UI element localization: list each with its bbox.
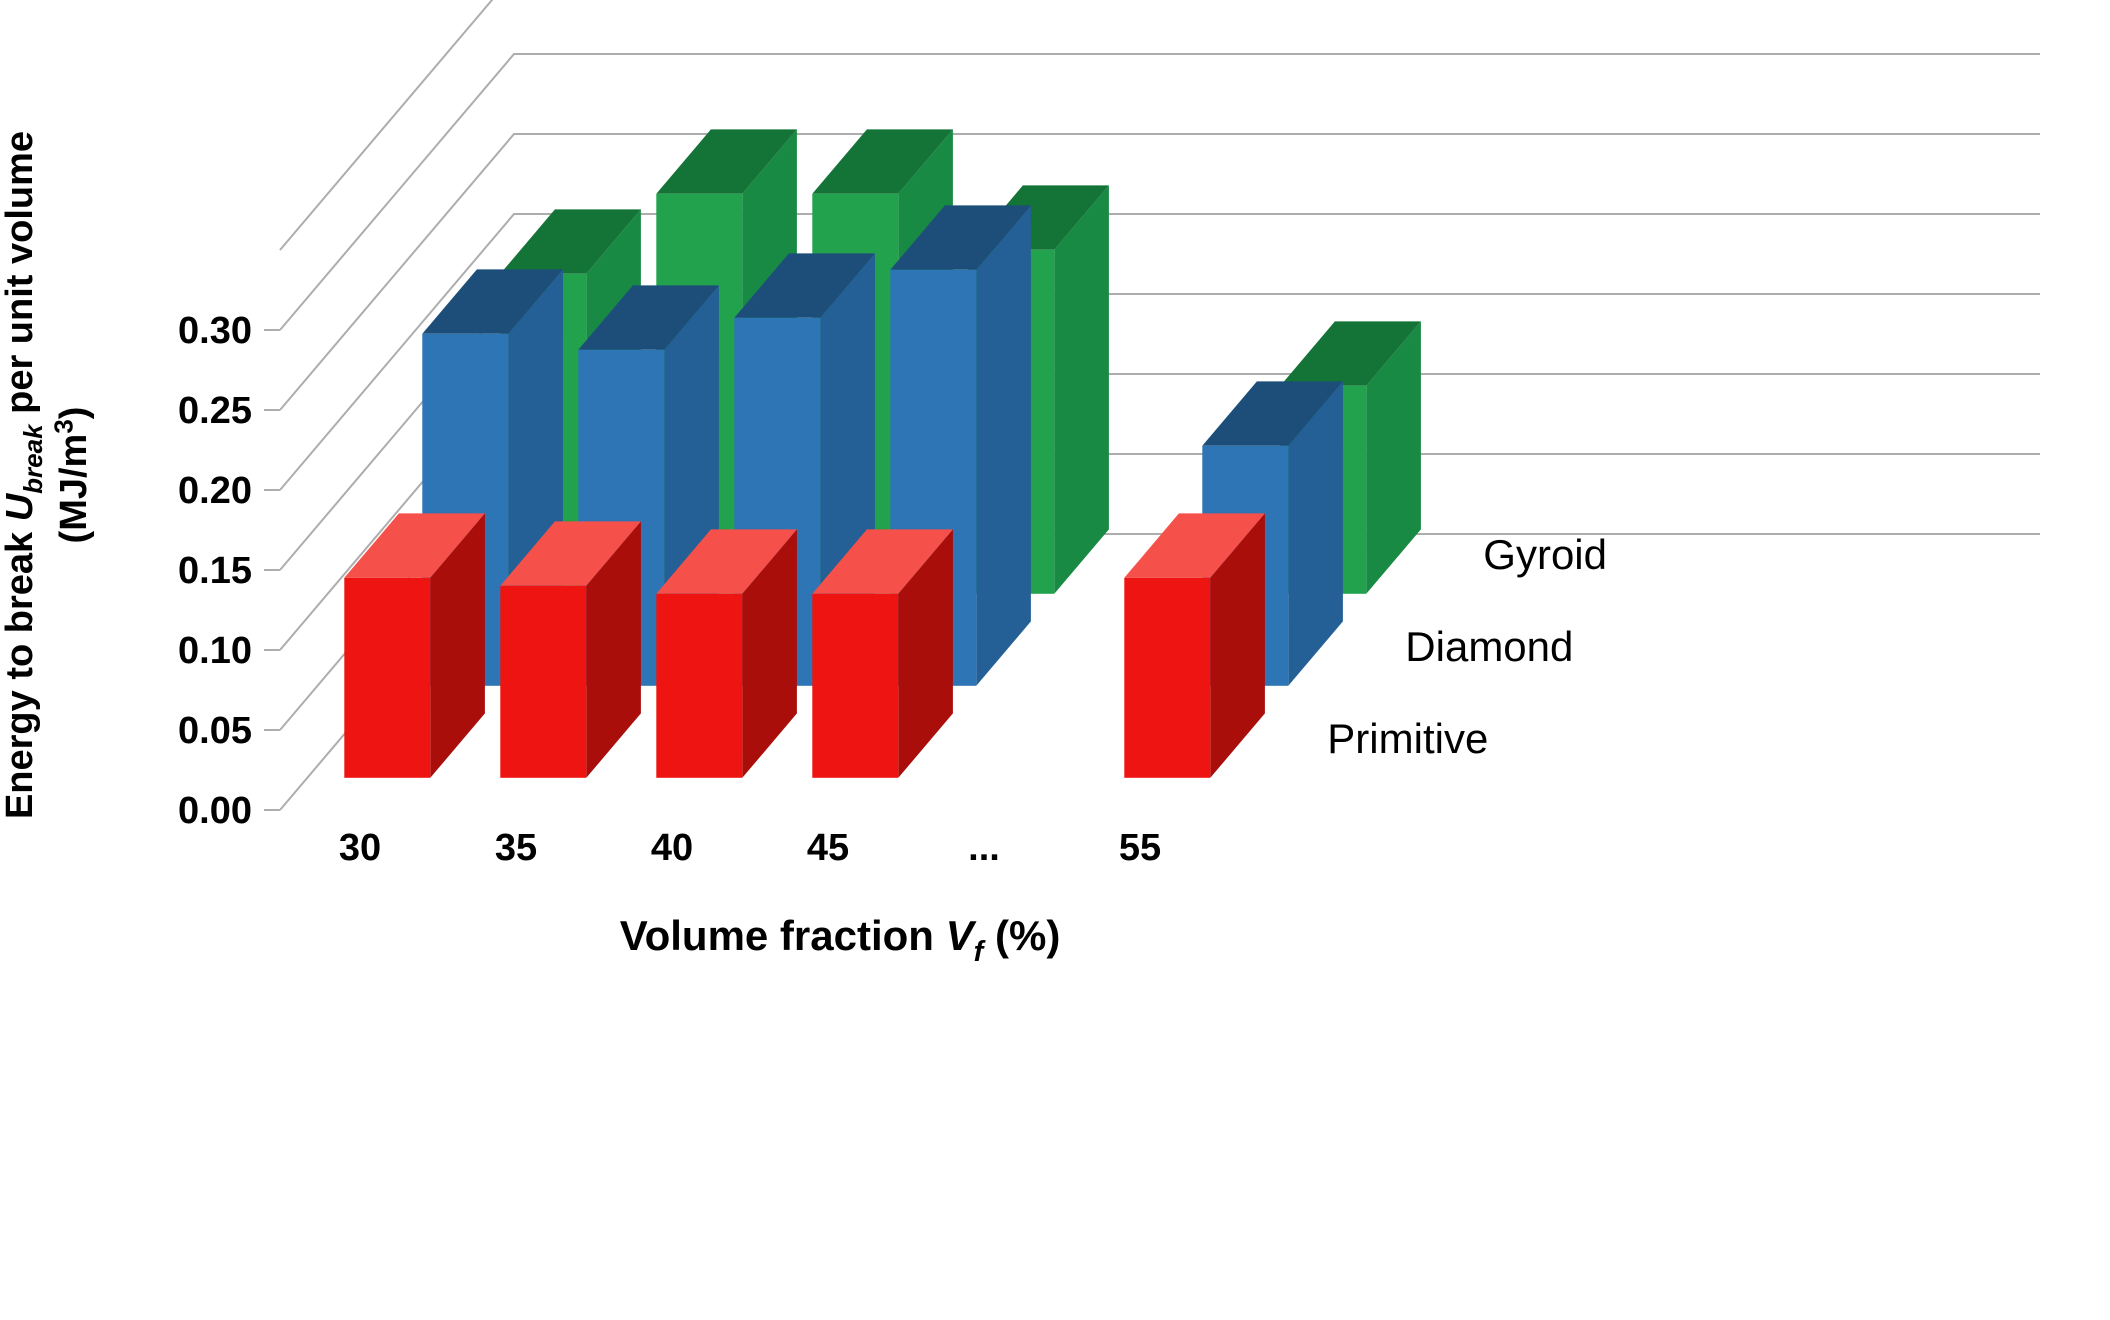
bar-front-face xyxy=(344,577,431,778)
bar-top-face xyxy=(578,285,719,350)
x-tick-label: 40 xyxy=(651,827,693,869)
series-label-gyroid: Gyroid xyxy=(1483,531,1607,578)
bar-primitive-30 xyxy=(344,513,485,778)
x-axis-title: Volume fraction Vf (%) xyxy=(620,912,1061,968)
y-axis: 0.00 0.05 0.10 0.15 0.20 0.25 0.30 xyxy=(178,310,280,832)
bar-side-face xyxy=(976,205,1031,686)
x-tick-label: 55 xyxy=(1119,827,1161,869)
bar-top-face xyxy=(1124,513,1265,578)
gridline xyxy=(279,53,2040,331)
bar-top-face xyxy=(422,269,563,334)
bar-side-face xyxy=(586,521,641,778)
y-axis-title: Energy to break Ubreak per unit volume(M… xyxy=(0,131,95,819)
x-tick-label: 35 xyxy=(495,827,537,869)
bar-front-face xyxy=(500,585,587,778)
y-tick-label: 0.05 xyxy=(178,710,252,752)
bar-side-face xyxy=(1288,381,1343,686)
bar-top-face xyxy=(656,129,797,194)
y-tick-label: 0.10 xyxy=(178,630,252,672)
y-tick-label: 0.20 xyxy=(178,470,252,512)
bar-side-face xyxy=(1210,513,1265,778)
bar-side-face xyxy=(1054,185,1109,594)
bars xyxy=(344,129,1421,778)
x-tick-label: 45 xyxy=(807,827,849,869)
bar-diamond-30 xyxy=(422,269,563,686)
bar-top-face xyxy=(812,129,953,194)
y-axis-title-line1: Energy to break Ubreak per unit volume xyxy=(0,131,48,819)
bar-top-face xyxy=(890,205,1031,270)
series-label-primitive: Primitive xyxy=(1327,715,1488,762)
y-tick-label: 0.00 xyxy=(178,790,252,832)
x-axis: 30 35 40 45... 55 xyxy=(339,827,1161,869)
y-tick-label: 0.15 xyxy=(178,550,252,592)
x-tick-label: 30 xyxy=(339,827,381,869)
gridline xyxy=(279,213,2040,491)
bar-primitive-55 xyxy=(1124,513,1265,778)
x-tick-label: ... xyxy=(968,827,1000,869)
series-labels: Primitive Diamond Gyroid xyxy=(1327,531,1607,762)
y-tick-label: 0.30 xyxy=(178,310,252,352)
bar-front-face xyxy=(1124,577,1211,778)
series-label-diamond: Diamond xyxy=(1405,623,1573,670)
bar-side-face xyxy=(430,513,485,778)
bar-top-face xyxy=(1202,381,1343,446)
bar-top-face xyxy=(344,513,485,578)
bar-top-face xyxy=(656,529,797,594)
series-row-primitive xyxy=(344,513,1265,778)
bar-top-face xyxy=(500,521,641,586)
bar-front-face xyxy=(812,593,899,778)
bar-top-face xyxy=(1280,321,1421,386)
bar-side-face xyxy=(898,529,953,778)
y-axis-title-line2: (MJ/m3) xyxy=(48,407,95,544)
bar-primitive-40 xyxy=(656,529,797,778)
bar-primitive-45 xyxy=(812,529,953,778)
bar-side-face xyxy=(1366,321,1421,594)
bar-top-face xyxy=(812,529,953,594)
bar-top-face xyxy=(734,253,875,318)
gridline xyxy=(279,133,2040,411)
gridline xyxy=(279,0,494,251)
bar-top-face xyxy=(500,209,641,274)
bar-primitive-35 xyxy=(500,521,641,778)
y-tick-label: 0.25 xyxy=(178,390,252,432)
bar-side-face xyxy=(742,529,797,778)
bar-front-face xyxy=(656,593,743,778)
